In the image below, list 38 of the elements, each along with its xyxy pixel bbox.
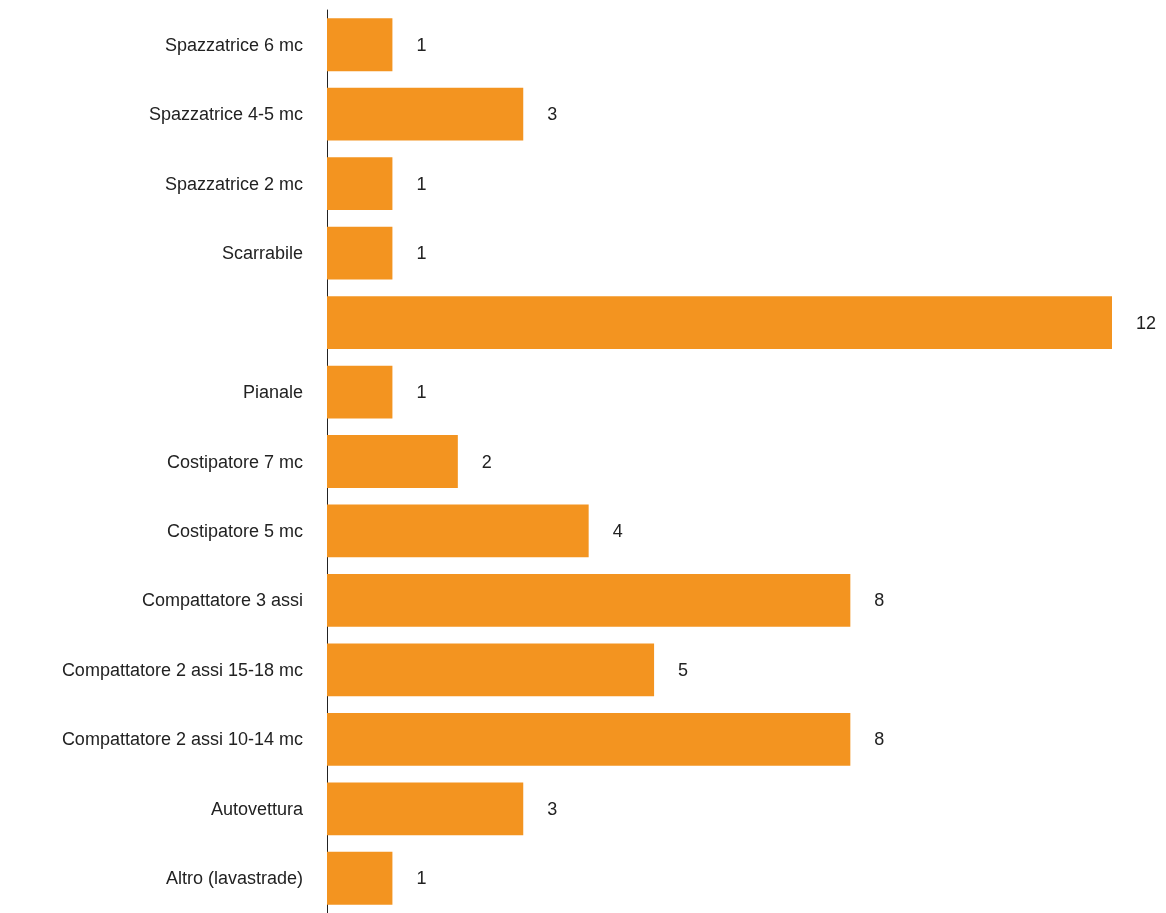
y-tick-label: Costipatore 7 mc <box>166 451 303 472</box>
data-label: 1 <box>416 34 427 55</box>
bar <box>327 296 1112 349</box>
y-tick-label: Spazzatrice 2 mc <box>164 173 303 194</box>
data-label: 1 <box>416 868 427 889</box>
bar <box>327 157 393 211</box>
y-tick-label: Compattatore 2 assi 10-14 mc <box>61 729 303 750</box>
y-tick-label: Costipatore 5 mc <box>166 520 303 541</box>
bar <box>327 574 851 627</box>
bar <box>327 851 393 905</box>
data-label: 1 <box>416 173 427 194</box>
data-label: 12 <box>1136 312 1157 333</box>
y-tick-label: Compattatore 2 assi 15-18 mc <box>61 659 303 680</box>
y-tick-label: Spazzatrice 4-5 mc <box>148 104 303 125</box>
bar <box>327 643 655 697</box>
data-label: 1 <box>416 243 427 264</box>
bar <box>327 435 458 488</box>
data-label: 3 <box>547 104 558 125</box>
bar <box>327 712 851 766</box>
bar <box>327 226 393 280</box>
bar <box>327 365 393 419</box>
data-label: 8 <box>874 590 885 611</box>
bar <box>327 87 524 141</box>
y-tick-label: Spazzatrice 6 mc <box>164 34 303 55</box>
y-tick-label: Scarrabile <box>221 243 303 264</box>
data-label: 4 <box>612 520 623 541</box>
y-tick-label: Altro (lavastrade) <box>165 868 303 889</box>
data-label: 1 <box>416 382 427 403</box>
data-label: 3 <box>547 798 558 819</box>
data-label: 5 <box>678 659 689 680</box>
bar <box>327 18 393 72</box>
data-label: 8 <box>874 729 885 750</box>
bar <box>327 504 589 558</box>
y-tick-label: Compattatore 3 assi <box>141 590 303 611</box>
y-tick-label: Autovettura <box>210 798 304 819</box>
y-tick-label: Pianale <box>242 382 303 403</box>
data-label: 2 <box>481 451 492 472</box>
bar <box>327 782 524 836</box>
